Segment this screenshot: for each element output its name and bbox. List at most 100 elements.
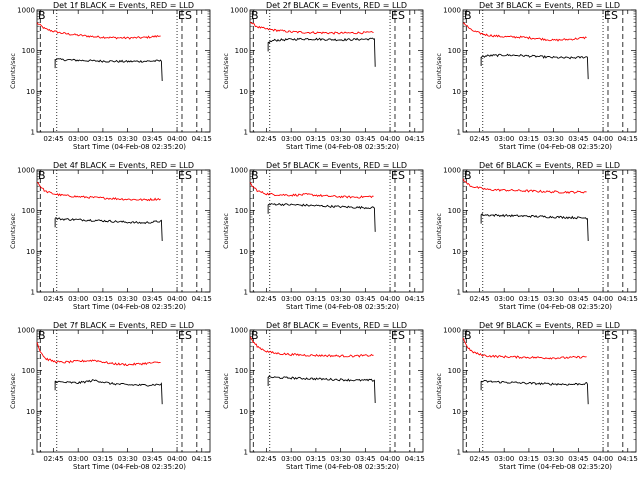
chart-title: Det 9f BLACK = Events, RED = LLD	[479, 321, 620, 330]
x-tick-label: 04:00	[167, 295, 187, 303]
y-tick-label: 1	[457, 449, 461, 457]
x-tick-label: 03:30	[118, 135, 138, 143]
series-line-lld	[36, 22, 161, 40]
x-tick-label: 04:15	[618, 455, 638, 463]
line-chart: Det 4f BLACK = Events, RED = LLD 1 10 100 10…	[9, 161, 212, 311]
chart-title: Det 8f BLACK = Events, RED = LLD	[266, 321, 407, 330]
x-axis-label: Start Time (04-Feb-08 02:35:20)	[73, 143, 186, 151]
plot-frame	[462, 329, 637, 453]
y-tick-label: 10	[26, 88, 35, 96]
line-chart: Det 9f BLACK = Events, RED = LLD 1 10 100 10…	[435, 321, 638, 471]
x-tick-label: 03:45	[355, 135, 375, 143]
marker-label-b: B	[38, 169, 46, 182]
y-tick-label: 1000	[17, 167, 35, 175]
x-axis-label: Start Time (04-Feb-08 02:35:20)	[286, 143, 399, 151]
y-tick-label: 1000	[230, 167, 248, 175]
marker-label-es: ES	[391, 9, 405, 22]
line-chart: Det 3f BLACK = Events, RED = LLD 1 10 100 10…	[435, 1, 638, 151]
detector-panel: Det 8f BLACK = Events, RED = LLD 1 10 100 10…	[213, 320, 426, 480]
series-line-events	[54, 217, 163, 242]
series-line-lld	[462, 178, 587, 194]
x-tick-label: 03:45	[142, 455, 162, 463]
x-tick-label: 03:15	[306, 295, 326, 303]
x-tick-label: 03:15	[93, 295, 113, 303]
series-line-events	[54, 58, 163, 82]
detector-panel: Det 1f BLACK = Events, RED = LLD 1 10 100 10…	[0, 0, 213, 160]
series-line-events	[54, 379, 163, 405]
x-tick-label: 03:15	[306, 135, 326, 143]
line-chart: Det 8f BLACK = Events, RED = LLD 1 10 100 10…	[222, 321, 425, 471]
y-tick-label: 1	[457, 129, 461, 137]
x-axis-label: Start Time (04-Feb-08 02:35:20)	[499, 143, 612, 151]
plot-frame	[249, 9, 424, 133]
y-tick-label: 10	[26, 248, 35, 256]
line-chart: Det 1f BLACK = Events, RED = LLD 1 10 100 10…	[9, 1, 212, 151]
x-tick-label: 02:45	[43, 295, 63, 303]
y-tick-label: 10	[26, 408, 35, 416]
series-line-lld	[36, 182, 161, 202]
y-tick-label: 10	[239, 88, 248, 96]
x-tick-label: 03:15	[306, 455, 326, 463]
y-tick-label: 100	[235, 207, 248, 215]
y-tick-label: 1000	[443, 167, 461, 175]
x-tick-label: 04:00	[593, 455, 613, 463]
x-tick-label: 04:15	[192, 135, 212, 143]
y-tick-label: 10	[452, 408, 461, 416]
x-tick-label: 03:00	[494, 295, 514, 303]
x-tick-label: 04:15	[405, 295, 425, 303]
x-tick-label: 02:45	[43, 455, 63, 463]
y-tick-label: 1000	[17, 327, 35, 335]
marker-label-es: ES	[178, 9, 192, 22]
y-axis-label: Counts/sec	[9, 53, 17, 89]
x-tick-label: 03:45	[355, 455, 375, 463]
x-tick-label: 04:00	[593, 295, 613, 303]
x-tick-label: 03:30	[118, 455, 138, 463]
x-tick-label: 02:45	[256, 455, 276, 463]
x-tick-label: 03:00	[68, 135, 88, 143]
chart-title: Det 6f BLACK = Events, RED = LLD	[479, 161, 620, 170]
marker-label-es: ES	[391, 329, 405, 342]
series-line-events	[267, 203, 376, 232]
detector-panel: Det 7f BLACK = Events, RED = LLD 1 10 100 10…	[0, 320, 213, 480]
y-tick-label: 100	[448, 367, 461, 375]
x-tick-label: 03:30	[544, 135, 564, 143]
plot-frame	[249, 169, 424, 293]
x-tick-label: 03:30	[331, 135, 351, 143]
x-tick-label: 03:15	[519, 135, 539, 143]
x-tick-label: 03:00	[494, 455, 514, 463]
plot-frame	[249, 329, 424, 453]
series-line-events	[267, 375, 376, 404]
x-tick-label: 03:30	[544, 295, 564, 303]
x-tick-label: 02:45	[256, 135, 276, 143]
y-tick-label: 1000	[230, 7, 248, 15]
chart-title: Det 5f BLACK = Events, RED = LLD	[266, 161, 407, 170]
chart-title: Det 3f BLACK = Events, RED = LLD	[479, 1, 620, 10]
detector-panel: Det 4f BLACK = Events, RED = LLD 1 10 100 10…	[0, 160, 213, 320]
chart-title: Det 7f BLACK = Events, RED = LLD	[53, 321, 194, 330]
y-axis-label: Counts/sec	[222, 213, 230, 249]
series-line-lld	[462, 337, 587, 360]
marker-label-b: B	[464, 9, 472, 22]
marker-label-b: B	[251, 329, 259, 342]
line-chart: Det 5f BLACK = Events, RED = LLD 1 10 100 10…	[222, 161, 425, 311]
x-tick-label: 03:45	[568, 135, 588, 143]
y-tick-label: 10	[239, 408, 248, 416]
series-line-events	[267, 37, 376, 67]
series-line-lld	[249, 182, 374, 199]
y-axis-label: Counts/sec	[435, 373, 443, 409]
marker-label-es: ES	[178, 329, 192, 342]
x-tick-label: 03:30	[544, 455, 564, 463]
x-tick-label: 03:15	[93, 455, 113, 463]
line-chart: Det 6f BLACK = Events, RED = LLD 1 10 100 10…	[435, 161, 638, 311]
x-tick-label: 03:45	[142, 295, 162, 303]
y-tick-label: 100	[235, 47, 248, 55]
y-tick-label: 10	[452, 248, 461, 256]
y-tick-label: 1	[457, 289, 461, 297]
series-line-events	[480, 53, 589, 80]
x-tick-label: 04:15	[192, 295, 212, 303]
y-tick-label: 100	[22, 207, 35, 215]
detector-panel: Det 2f BLACK = Events, RED = LLD 1 10 100 10…	[213, 0, 426, 160]
x-tick-label: 02:45	[256, 295, 276, 303]
x-tick-label: 03:15	[519, 455, 539, 463]
